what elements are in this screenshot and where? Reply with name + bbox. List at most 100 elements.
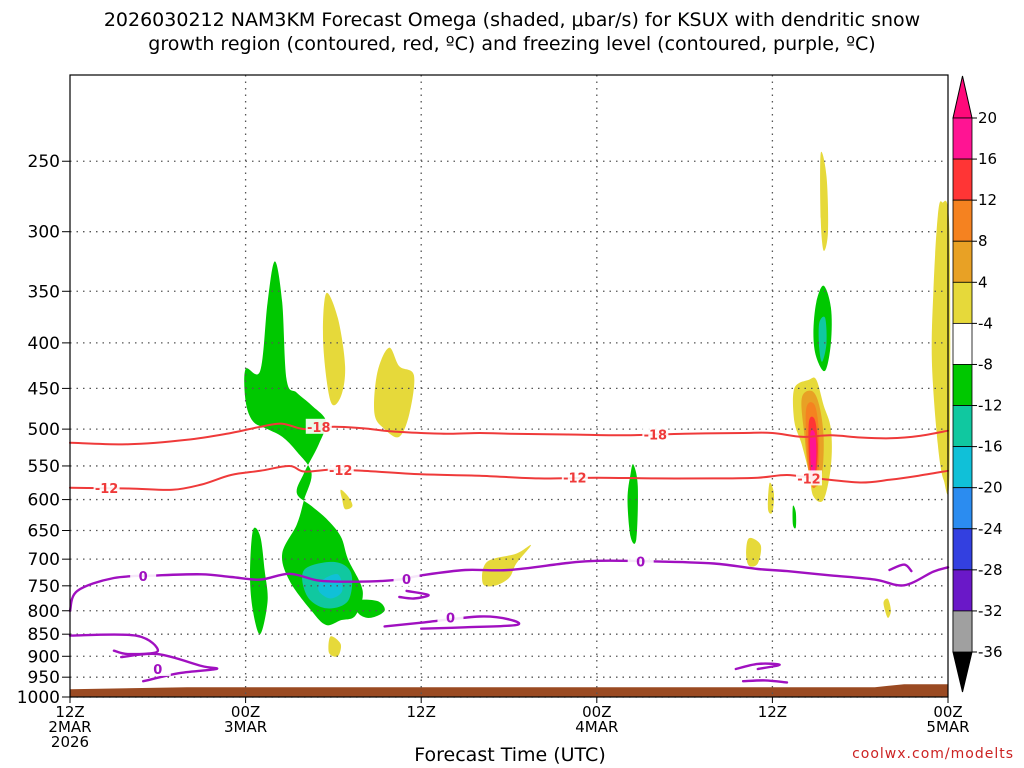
dendritic-isotherm-label-1-2: -12 — [563, 472, 587, 487]
colorbar-label-8: -16 — [978, 438, 1003, 456]
dendritic-isotherm-1 — [69, 464, 949, 491]
terrain — [70, 684, 948, 697]
omega-region-0 — [244, 261, 363, 626]
chart-title-line2: growth region (contoured, red, ºC) and f… — [148, 33, 876, 55]
colorbar-label-9: -20 — [978, 479, 1003, 497]
dendritic-isotherm-label-bg-1-3 — [795, 470, 822, 486]
colorbar-label-1: 16 — [978, 150, 997, 168]
freezing-level-4 — [398, 589, 430, 600]
y-tick-label-1000: 1000 — [17, 688, 60, 708]
colorbar-label-10: -24 — [978, 520, 1003, 538]
x-tick-label-5-0: 00Z — [933, 703, 962, 721]
colorbar-swatch-5 — [952, 322, 973, 365]
freezing-level-label-0-0: 0 — [139, 570, 148, 585]
x-tick-label-5-1: 5MAR — [926, 718, 969, 736]
y-tick-label-300: 300 — [28, 223, 60, 243]
omega-region-15 — [767, 482, 775, 514]
dendritic-isotherm-label-bg-1-1 — [327, 462, 354, 478]
freezing-level-label-0-1: 0 — [402, 573, 411, 588]
colorbar-swatch-8 — [952, 446, 973, 489]
x-tick-label-1-0: 00Z — [231, 703, 260, 721]
dendritic-isotherm-label-bg-0-1 — [642, 426, 669, 442]
colorbar-label-2: 12 — [978, 191, 997, 209]
omega-region-7 — [818, 316, 827, 362]
y-tick-label-450: 450 — [28, 379, 60, 399]
omega-region-16 — [820, 151, 829, 251]
colorbar-swatch-6 — [952, 364, 973, 406]
colorbar-label-4: 4 — [978, 273, 988, 291]
colorbar-label-5: -4 — [978, 314, 993, 332]
x-tick-label-3-1: 4MAR — [575, 718, 618, 736]
y-tick-label-400: 400 — [28, 334, 60, 354]
x-tick-label-0-0: 12Z — [55, 703, 84, 721]
freezing-level-label-0-2: 0 — [636, 555, 645, 570]
x-axis-title: Forecast Time (UTC) — [414, 744, 606, 766]
freezing-level-label-bg-3-0 — [437, 609, 464, 625]
omega-region-9 — [322, 292, 346, 406]
x-tick-label-4-0: 12Z — [758, 703, 787, 721]
freezing-level-label-3-0: 0 — [446, 611, 455, 626]
freezing-level-5 — [734, 662, 781, 671]
colorbar-swatch-7 — [952, 405, 973, 448]
colorbar-swatch-2 — [952, 199, 973, 242]
y-tick-label-500: 500 — [28, 420, 60, 440]
dendritic-isotherm-label-1-1: -12 — [329, 464, 353, 479]
freezing-level-2 — [120, 652, 219, 683]
y-tick-label-950: 950 — [28, 668, 60, 688]
dendritic-isotherm-label-0-0: -18 — [307, 421, 331, 436]
colorbar-bottom-arrow — [952, 651, 973, 693]
dendritic-isotherm-0 — [69, 422, 949, 446]
omega-region-14 — [746, 537, 762, 567]
colorbar-label-6: -8 — [978, 355, 993, 373]
colorbar-label-12: -32 — [978, 602, 1003, 620]
colorbar-swatch-4 — [952, 281, 973, 324]
freezing-level-0 — [68, 559, 950, 612]
dendritic-isotherm-label-1-0: -12 — [95, 482, 119, 497]
colorbar-label-13: -36 — [978, 643, 1003, 661]
y-tick-label-650: 650 — [28, 522, 60, 542]
y-tick-label-900: 900 — [28, 647, 60, 667]
dendritic-isotherm-label-bg-1-2 — [561, 469, 588, 485]
colorbar-swatch-3 — [952, 240, 973, 283]
colorbar-swatch-last — [952, 610, 973, 653]
omega-region-23 — [931, 200, 951, 495]
freezing-level-label-bg-0-0 — [130, 567, 157, 583]
x-tick-label-1-1: 3MAR — [224, 718, 267, 736]
omega-region-13 — [328, 636, 342, 657]
omega-region-8 — [792, 505, 797, 529]
chart-title-line1: 2026030212 NAM3KM Forecast Omega (shaded… — [103, 9, 921, 31]
omega-region-22 — [883, 598, 891, 618]
y-tick-label-250: 250 — [28, 152, 60, 172]
omega-region-10 — [374, 347, 415, 438]
dendritic-isotherm-label-bg-1-0 — [93, 479, 120, 495]
dendritic-isotherm-label-1-3: -12 — [797, 472, 821, 487]
y-tick-label-800: 800 — [28, 602, 60, 622]
colorbar-label-7: -12 — [978, 397, 1003, 415]
x-tick-label-0-2: 2026 — [51, 733, 89, 751]
y-tick-label-750: 750 — [28, 577, 60, 597]
freezing-level-7 — [888, 563, 913, 573]
freezing-level-label-2-0: 0 — [153, 663, 162, 678]
omega-region-4 — [354, 599, 385, 618]
x-tick-label-2-0: 12Z — [407, 703, 436, 721]
dendritic-isotherm-label-bg-0-0 — [305, 418, 332, 434]
omega-region-11 — [340, 489, 353, 510]
colorbar-swatch-9 — [952, 487, 973, 530]
freezing-level-6 — [741, 679, 789, 684]
x-tick-label-3-0: 00Z — [582, 703, 611, 721]
omega-region-3 — [250, 527, 268, 635]
colorbar-label-0: 20 — [978, 109, 997, 127]
y-tick-label-550: 550 — [28, 457, 60, 477]
freezing-level-1 — [68, 633, 160, 656]
colorbar-swatch-1 — [952, 158, 973, 201]
omega-region-5 — [627, 464, 638, 544]
dendritic-isotherm-label-0-1: -18 — [644, 428, 668, 443]
colorbar-swatch-10 — [952, 528, 973, 571]
omega-region-12 — [481, 544, 531, 587]
x-tick-label-0-1: 2MAR — [48, 718, 91, 736]
colorbar-top-arrow — [952, 75, 973, 119]
y-tick-label-350: 350 — [28, 282, 60, 302]
colorbar-swatch-11 — [952, 569, 973, 612]
colorbar-swatch-0 — [952, 117, 973, 160]
y-tick-label-600: 600 — [28, 491, 60, 511]
